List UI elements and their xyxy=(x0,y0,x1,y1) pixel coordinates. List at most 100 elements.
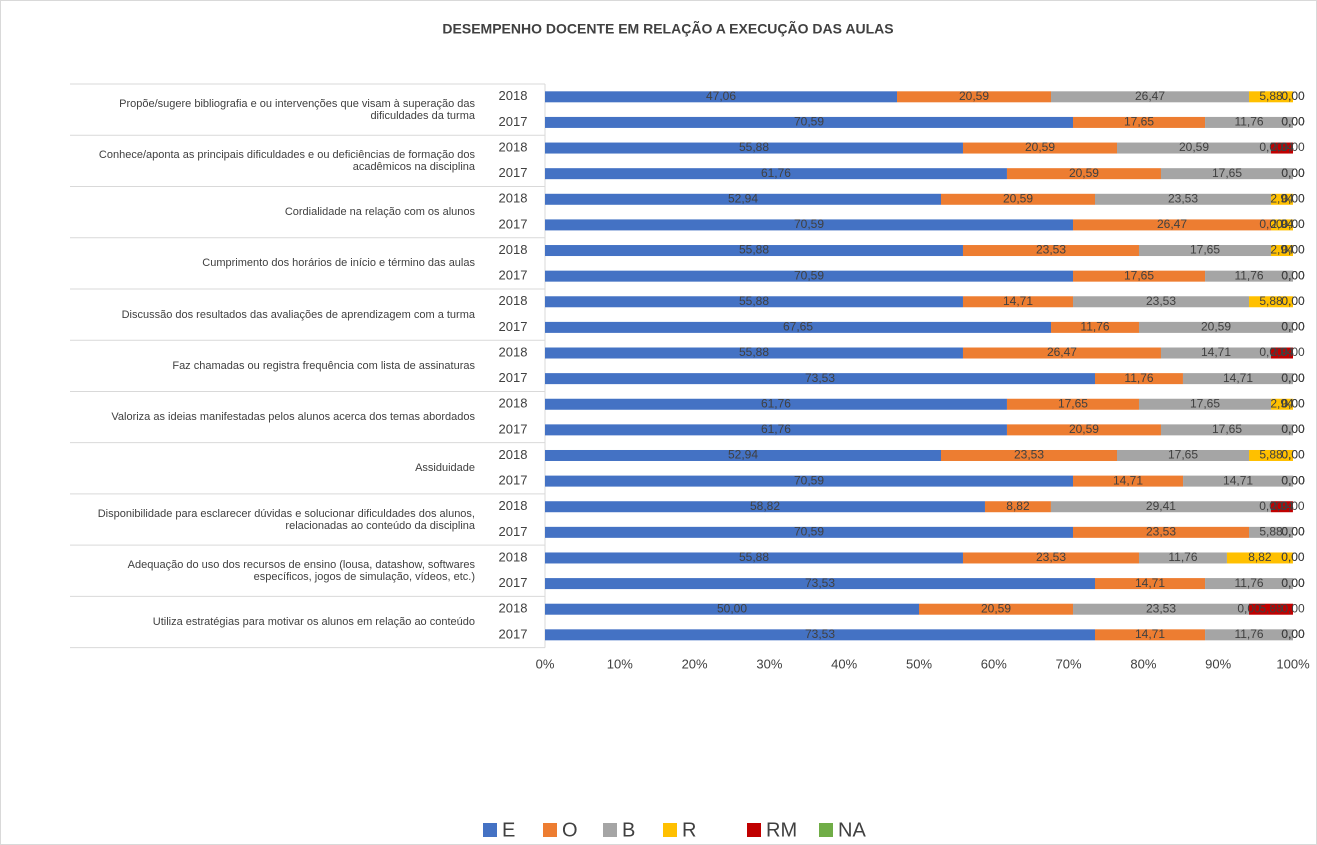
bar-segment xyxy=(1095,629,1206,641)
y-tick-label: 2017 xyxy=(499,524,528,539)
data-label: 70,59 xyxy=(794,217,824,231)
data-label: 52,94 xyxy=(728,191,758,205)
legend-swatch xyxy=(819,823,833,837)
data-label: 55,88 xyxy=(739,550,769,564)
bar-segment xyxy=(962,347,1161,359)
data-label: 17,65 xyxy=(1212,166,1242,180)
x-tick-label: 30% xyxy=(756,656,782,671)
group-label: Faz chamadas ou registra frequência com … xyxy=(172,359,475,372)
data-label: 17,65 xyxy=(1190,396,1220,410)
data-label: 0,00 xyxy=(1281,217,1305,231)
data-label: 0,00 xyxy=(1281,627,1305,641)
data-label: 0,00 xyxy=(1281,601,1305,615)
bar-segment xyxy=(1073,270,1206,282)
bar-segment xyxy=(1270,501,1293,513)
bar-segment xyxy=(545,91,898,103)
data-label: 50,00 xyxy=(717,601,747,615)
data-label: 0,00 xyxy=(1281,140,1305,154)
bar-segment xyxy=(1051,321,1139,333)
data-label: 0,00 xyxy=(1281,576,1305,590)
bar-segment xyxy=(545,629,1096,641)
data-label: 14,71 xyxy=(1135,627,1165,641)
data-label: 0,00 xyxy=(1259,140,1283,154)
bar-segment xyxy=(940,193,1096,205)
bar-segment xyxy=(1095,578,1206,590)
bar-segment xyxy=(1160,347,1272,359)
bar-segment xyxy=(545,168,1007,180)
group-label: Cordialidade na relação com os alunos xyxy=(284,206,475,219)
bar-segment xyxy=(545,424,1007,436)
data-label: 0,00 xyxy=(1281,191,1305,205)
data-label: 0,00 xyxy=(1237,601,1261,615)
bar-segment xyxy=(962,296,1074,308)
data-label: 5,88 xyxy=(1259,525,1283,539)
group-label: Cumprimento dos horários de início e tér… xyxy=(202,257,475,270)
data-label: 55,88 xyxy=(739,345,769,359)
legend-swatch xyxy=(603,823,617,837)
x-tick-label: 100% xyxy=(1276,656,1310,671)
legend-swatch xyxy=(483,823,497,837)
y-tick-label: 2018 xyxy=(499,447,528,462)
y-tick-label: 2017 xyxy=(499,370,528,385)
data-label: 14,71 xyxy=(1201,345,1231,359)
data-label: 20,59 xyxy=(981,601,1011,615)
data-label: 0,00 xyxy=(1281,166,1305,180)
bar-segment xyxy=(962,552,1139,564)
bar-segment xyxy=(545,321,1052,333)
bar-segment xyxy=(545,526,1074,538)
data-label: 2,94 xyxy=(1270,396,1294,410)
y-tick-label: 2017 xyxy=(499,319,528,334)
data-label: 52,94 xyxy=(728,448,758,462)
bar-segment xyxy=(1183,475,1294,487)
data-label: 70,59 xyxy=(794,525,824,539)
data-label: 23,53 xyxy=(1036,243,1066,257)
y-tick-label: 2018 xyxy=(499,139,528,154)
data-label: 14,71 xyxy=(1135,576,1165,590)
bar-segment xyxy=(1182,373,1293,385)
data-label: 0,00 xyxy=(1281,576,1305,590)
data-label: 2,94 xyxy=(1270,243,1294,257)
group-label: Valoriza as ideias manifestadas pelos al… xyxy=(111,411,475,424)
data-label: 14,71 xyxy=(1113,473,1143,487)
group-label: Assiduidade xyxy=(415,462,475,475)
data-label: 8,82 xyxy=(1248,550,1272,564)
bar-segment xyxy=(1006,168,1161,180)
bar-segment xyxy=(545,245,963,257)
data-label: 55,88 xyxy=(739,140,769,154)
data-label: 11,76 xyxy=(1234,115,1263,129)
bar-segment xyxy=(545,296,963,308)
bar-segment xyxy=(1116,449,1250,461)
data-label: 0,00 xyxy=(1281,525,1305,539)
bar-segment xyxy=(1249,91,1293,103)
data-label: 17,65 xyxy=(1058,396,1088,410)
data-label: 0,00 xyxy=(1281,576,1305,590)
bar-segment xyxy=(1271,193,1293,205)
bar-segment xyxy=(1095,193,1272,205)
data-label: 58,82 xyxy=(750,499,780,513)
x-tick-label: 90% xyxy=(1205,656,1231,671)
data-label: 70,59 xyxy=(794,115,824,129)
data-label: 20,59 xyxy=(1069,422,1099,436)
data-label: 26,47 xyxy=(1157,217,1187,231)
data-label: 20,59 xyxy=(1025,140,1055,154)
legend-swatch xyxy=(663,823,677,837)
bar-segment xyxy=(1073,296,1250,308)
data-label: 0,00 xyxy=(1281,396,1305,410)
x-tick-label: 20% xyxy=(682,656,708,671)
data-label: 70,59 xyxy=(794,473,824,487)
data-label: 0,00 xyxy=(1281,473,1305,487)
data-label: 0,00 xyxy=(1281,422,1305,436)
data-label: 0,00 xyxy=(1259,499,1283,513)
data-label: 8,82 xyxy=(1006,499,1030,513)
x-tick-label: 60% xyxy=(981,656,1007,671)
bar-segment xyxy=(545,475,1074,487)
bar-segment xyxy=(545,552,963,564)
data-label: 14,71 xyxy=(1223,371,1253,385)
bar-segment xyxy=(1205,270,1293,282)
x-tick-label: 40% xyxy=(831,656,857,671)
data-label: 23,53 xyxy=(1146,525,1176,539)
bar-segment xyxy=(940,449,1117,461)
bar-segment xyxy=(545,501,985,513)
data-label: 0,00 xyxy=(1281,550,1305,564)
